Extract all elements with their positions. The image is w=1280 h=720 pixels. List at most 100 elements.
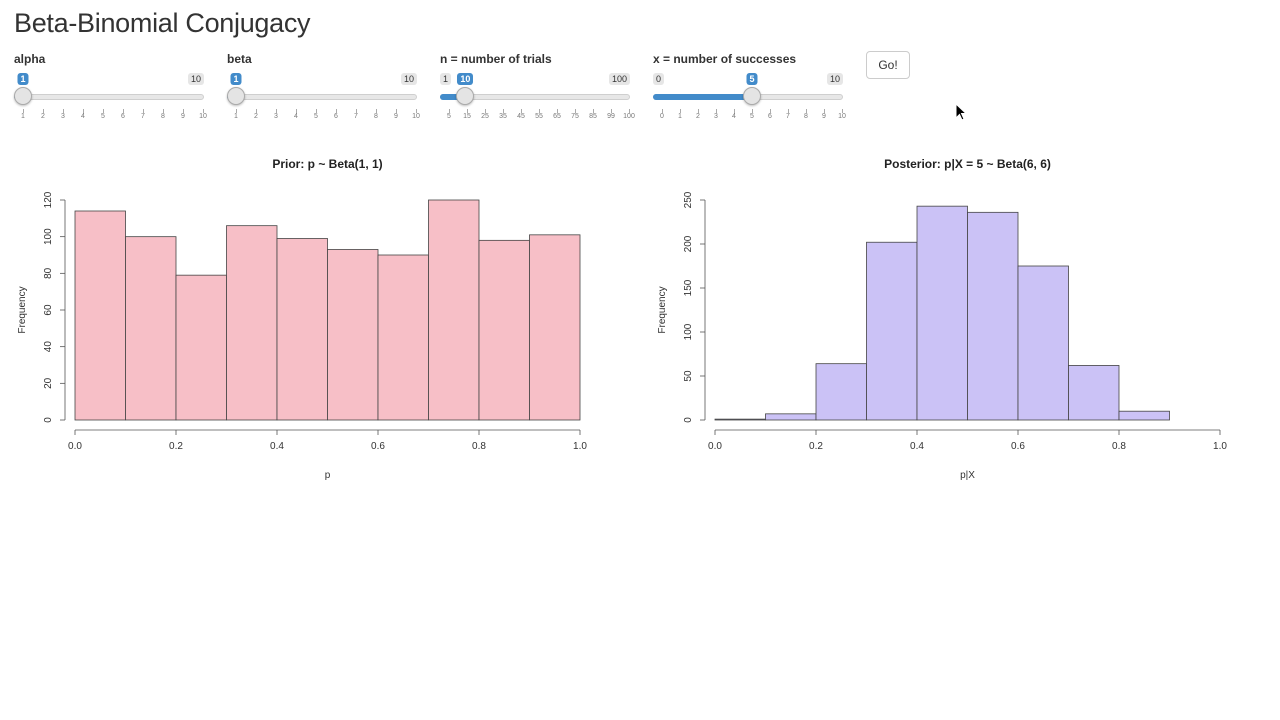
slider-tick (806, 109, 807, 113)
slider-tick-label: 25 (481, 113, 489, 120)
slider-tick (770, 109, 771, 113)
slider-handle[interactable] (14, 87, 32, 105)
slider-tick-label: 7 (786, 113, 790, 120)
slider-tick (376, 109, 377, 113)
slider-tick-label: 1 (234, 113, 238, 120)
y-tick-label: 150 (683, 279, 694, 296)
slider-ticks: 5 15 25 35 45 55 65 75 85 99 100 (440, 109, 635, 125)
slider-tick (698, 109, 699, 113)
histogram-bar (866, 241, 918, 421)
slider-ticks: 1 2 3 4 5 6 7 8 9 10 (14, 109, 207, 125)
slider-tick (467, 109, 468, 113)
x-tick-label: 0.8 (472, 441, 486, 452)
page-title: Beta-Binomial Conjugacy (14, 8, 311, 38)
y-tick-label: 40 (43, 341, 54, 353)
slider-tick-label: 5 (750, 113, 754, 120)
slider-tick (276, 109, 277, 113)
histogram-bar (529, 234, 581, 421)
slider-tick-label: 6 (121, 113, 125, 120)
slider-tick-label: 2 (696, 113, 700, 120)
beta-slider[interactable]: beta 10 1 1 2 3 4 5 6 7 8 9 10 (227, 50, 420, 125)
chart-title: Prior: p ~ Beta(1, 1) (272, 157, 382, 171)
slider-handle[interactable] (743, 87, 761, 105)
slider-tick-label: 4 (81, 113, 85, 120)
slider-tick (449, 109, 450, 113)
y-tick-label: 20 (43, 377, 54, 389)
slider-handle[interactable] (456, 87, 475, 105)
histogram-bar (967, 211, 1019, 421)
y-tick-label: 200 (683, 235, 694, 252)
histogram-bar (175, 274, 227, 421)
slider-label: beta (227, 52, 252, 66)
slider-tick (83, 109, 84, 113)
slider-tick-label: 75 (571, 113, 579, 120)
slider-value-badge: 1 (230, 73, 242, 85)
histogram-bar (226, 225, 278, 421)
slider-tick-label: 8 (804, 113, 808, 120)
slider-label: n = number of trials (440, 52, 552, 66)
slider-tick-label: 3 (274, 113, 278, 120)
slider-tick (662, 109, 663, 113)
histogram-bar (276, 238, 328, 421)
slider-tick (485, 109, 486, 113)
slider-min-badge: 0 (653, 73, 665, 85)
slider-tick-label: 9 (181, 113, 185, 120)
y-tick-label: 0 (683, 417, 694, 423)
slider-tick (183, 109, 184, 113)
slider-tick-label: 5 (314, 113, 318, 120)
slider-min-badge: 1 (440, 73, 452, 85)
slider-tick-label: 5 (101, 113, 105, 120)
alpha-slider[interactable]: alpha 10 1 1 2 3 4 5 6 7 8 9 10 (14, 50, 207, 125)
slider-tick (143, 109, 144, 113)
slider-tick (416, 109, 417, 113)
slider-tick (316, 109, 317, 113)
slider-track[interactable] (227, 94, 417, 100)
histogram-bar (815, 363, 867, 421)
histogram-bar (1068, 365, 1120, 421)
slider-tick (824, 109, 825, 113)
slider-max-badge: 100 (608, 73, 630, 85)
x-axis-label: p (325, 470, 331, 481)
slider-tick-label: 7 (354, 113, 358, 120)
histogram-bar (327, 249, 379, 421)
slider-tick (521, 109, 522, 113)
slider-tick-label: 1 (678, 113, 682, 120)
slider-tick-label: 99 (607, 113, 615, 120)
slider-fill (653, 94, 752, 100)
slider-label: x = number of successes (653, 52, 797, 66)
slider-handle[interactable] (227, 87, 245, 105)
slider-tick (163, 109, 164, 113)
slider-tick-label: 35 (499, 113, 507, 120)
slider-tick-label: 10 (199, 113, 207, 120)
slider-tick (296, 109, 297, 113)
go-button[interactable]: Go! (866, 51, 910, 79)
y-axis-label: Frequency (657, 286, 668, 333)
slider-ticks: 1 2 3 4 5 6 7 8 9 10 (227, 109, 420, 125)
slider-tick-label: 6 (768, 113, 772, 120)
slider-tick-label: 2 (254, 113, 258, 120)
successes-slider[interactable]: x = number of successes 0 10 5 0 1 2 3 4 5 6 7 8 9 10 (653, 50, 846, 125)
slider-tick (123, 109, 124, 113)
y-tick-label: 60 (43, 304, 54, 316)
slider-tick-label: 9 (394, 113, 398, 120)
x-tick-label: 0.4 (270, 441, 284, 452)
trials-slider[interactable]: n = number of trials 1 100 10 5 15 25 35 45 55 65 7… (440, 50, 635, 125)
slider-tick-label: 55 (535, 113, 543, 120)
slider-tick-label: 8 (374, 113, 378, 120)
slider-tick (788, 109, 789, 113)
slider-tick-label: 7 (141, 113, 145, 120)
slider-tick-label: 2 (41, 113, 45, 120)
slider-tick-label: 1 (21, 113, 25, 120)
slider-tick-label: 45 (517, 113, 525, 120)
slider-track[interactable] (14, 94, 204, 100)
slider-tick (629, 109, 630, 113)
histogram-bar (1017, 265, 1069, 421)
slider-value-badge: 10 (457, 73, 474, 85)
histogram-bar (765, 413, 817, 421)
slider-tick-label: 65 (553, 113, 561, 120)
slider-tick (63, 109, 64, 113)
slider-tick (256, 109, 257, 113)
x-tick-label: 0.6 (371, 441, 385, 452)
x-tick-label: 0.4 (910, 441, 924, 452)
histogram-bar (377, 254, 429, 421)
